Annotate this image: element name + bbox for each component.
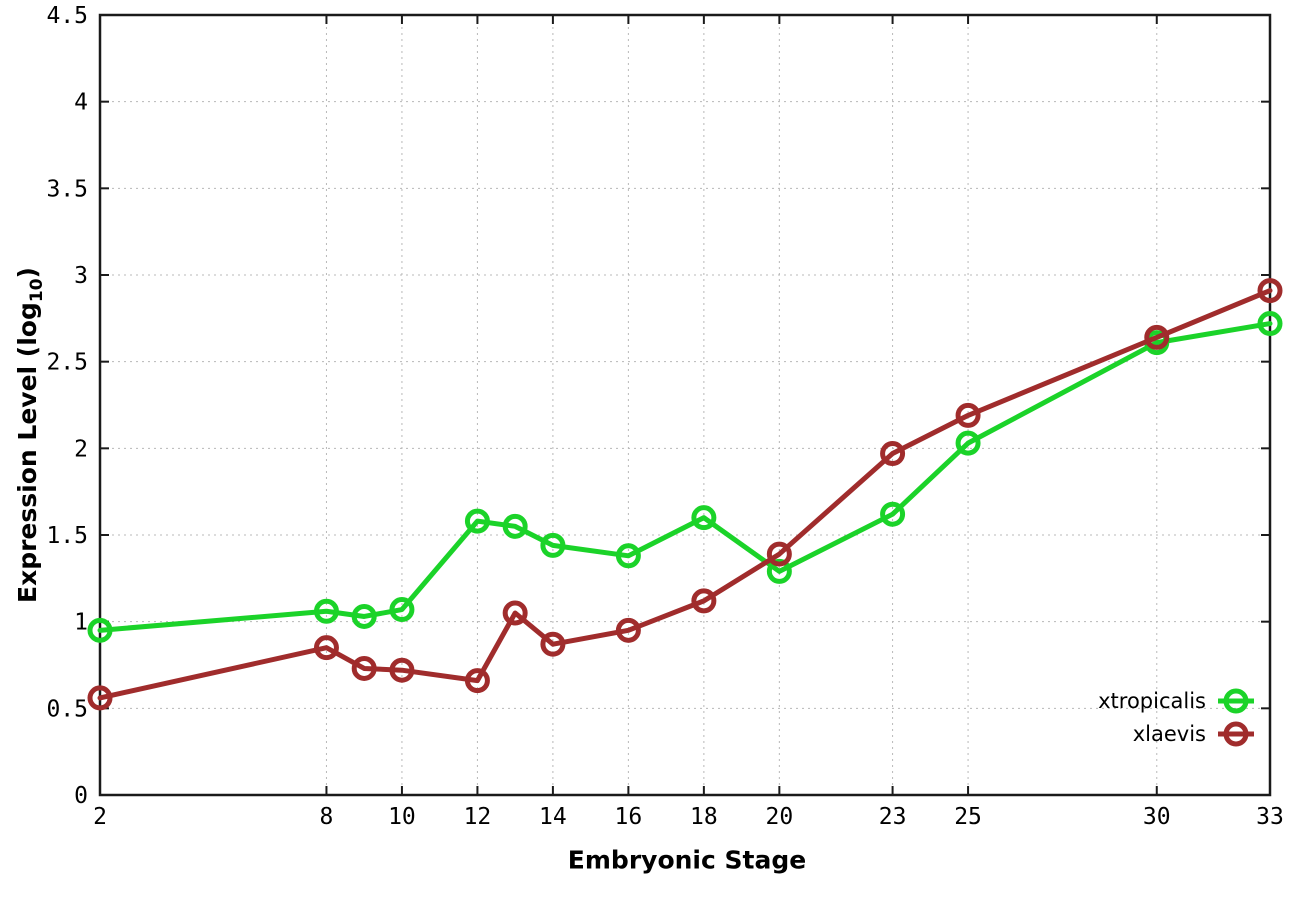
plot-border: [98, 13, 1272, 797]
data-point-xlaevis: [351, 655, 377, 681]
series-line-xlaevis: [97, 288, 1273, 701]
y-tick-label: 1: [74, 610, 88, 636]
data-point-xtropicalis: [389, 597, 415, 623]
data-point-xtropicalis: [1257, 311, 1283, 337]
series-line-xtropicalis: [97, 321, 1273, 633]
x-tick-label: 12: [464, 804, 492, 830]
x-tick-label: 18: [690, 804, 718, 830]
y-tick-label: 1.5: [46, 523, 88, 549]
y-tick-label: 4.5: [46, 3, 88, 29]
x-tick-label: 16: [615, 804, 643, 830]
data-point-xlaevis: [1257, 278, 1283, 304]
x-tick-label: 20: [766, 804, 794, 830]
legend-item-xtropicalis: xtropicalis: [1098, 685, 1256, 716]
y-tick-label: 2.5: [46, 350, 88, 376]
x-tick-label: 2: [93, 804, 107, 830]
data-point-xtropicalis: [87, 617, 113, 643]
x-tick-label: 33: [1256, 804, 1284, 830]
legend-item-xlaevis: xlaevis: [1133, 718, 1256, 749]
data-point-xtropicalis: [615, 543, 641, 569]
data-point-xtropicalis: [351, 603, 377, 629]
legend-marker-sample-icon: [1218, 721, 1254, 746]
y-tick-label: 3.5: [46, 176, 88, 202]
data-point-xtropicalis: [464, 508, 490, 534]
y-axis-title-end: ): [13, 267, 42, 279]
data-point-xlaevis: [540, 631, 566, 657]
data-point-xtropicalis: [540, 532, 566, 558]
x-tick-label: 25: [954, 804, 982, 830]
x-tick-label: 30: [1143, 804, 1171, 830]
data-point-xtropicalis: [313, 598, 339, 624]
x-tick-label: 14: [539, 804, 567, 830]
data-point-xlaevis: [313, 635, 339, 661]
data-point-xlaevis: [502, 600, 528, 626]
x-tick-label: 8: [320, 804, 334, 830]
y-axis-title-main: Expression Level (log: [13, 302, 42, 603]
y-axis-title-subscript: 10: [27, 278, 47, 303]
x-axis-title: Embryonic Stage: [567, 845, 807, 875]
data-point-xlaevis: [955, 402, 981, 428]
data-point-xtropicalis: [880, 501, 906, 527]
legend-marker-sample-icon: [1218, 688, 1254, 713]
chart-legend: xtropicalis xlaevis: [1098, 685, 1256, 749]
data-point-xlaevis: [615, 617, 641, 643]
y-tick-label: 0.5: [46, 696, 88, 722]
data-point-xlaevis: [691, 588, 717, 614]
data-point-xtropicalis: [502, 513, 528, 539]
data-point-xlaevis: [464, 668, 490, 694]
y-tick-label: 3: [74, 263, 88, 289]
data-point-xtropicalis: [691, 505, 717, 531]
data-point-xtropicalis: [955, 430, 981, 456]
y-tick-label: 2: [74, 436, 88, 462]
data-point-xlaevis: [87, 685, 113, 711]
x-tick-label: 10: [388, 804, 416, 830]
legend-label: xlaevis: [1132, 721, 1206, 746]
data-point-xlaevis: [766, 541, 792, 567]
data-point-xlaevis: [880, 441, 906, 467]
data-point-xlaevis: [1144, 324, 1170, 350]
y-axis-title: Expression Level (log10): [13, 267, 47, 603]
x-tick-label: 23: [879, 804, 907, 830]
data-point-xtropicalis: [766, 558, 792, 584]
y-tick-label: 0: [74, 783, 88, 809]
data-point-xlaevis: [389, 657, 415, 683]
y-tick-label: 4: [74, 90, 88, 116]
legend-label: xtropicalis: [1098, 688, 1206, 713]
